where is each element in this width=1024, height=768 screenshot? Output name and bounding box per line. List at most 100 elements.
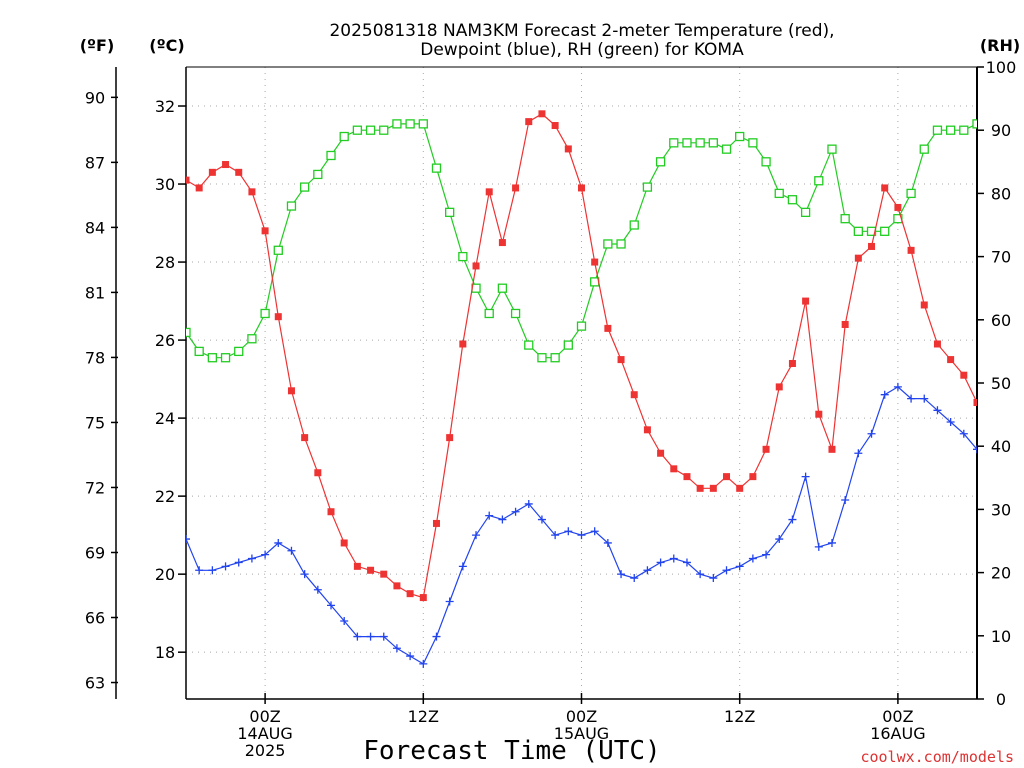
temperature-point: [208, 168, 216, 176]
rh-point: [286, 201, 297, 211]
temperature-point: [670, 465, 678, 473]
rh-tick-label: 30: [991, 500, 1011, 519]
temperature-point: [314, 469, 322, 477]
temperature-point: [578, 184, 585, 192]
rh-point: [194, 346, 204, 357]
rh-point: [853, 226, 863, 236]
rh-point: [445, 207, 455, 218]
dewpoint-point: [419, 659, 428, 668]
temperature-point: [406, 590, 414, 598]
dewpoint-point: [946, 418, 955, 427]
dewpoint-point: [762, 550, 771, 559]
temperature-point: [723, 473, 731, 481]
rh-point: [616, 239, 626, 249]
rh-point: [880, 226, 890, 236]
dewpoint-point: [814, 542, 823, 551]
rh-point: [405, 119, 415, 129]
rh-point: [906, 188, 916, 199]
temperature-point: [881, 184, 889, 192]
temperature-point: [868, 242, 876, 250]
temperature-point: [591, 258, 599, 266]
temperature-point: [630, 391, 638, 399]
temperature-point: [538, 110, 546, 118]
temperature-point: [446, 434, 454, 442]
temperature-point: [933, 340, 941, 348]
rh-point: [339, 131, 349, 142]
x-tick-label: 00Z: [566, 707, 597, 726]
temperature-point: [828, 445, 836, 453]
temperature-series: [186, 110, 977, 602]
rh-point: [431, 163, 442, 173]
rh-point: [959, 125, 969, 135]
temperature-point: [788, 359, 796, 367]
temperature-point: [604, 324, 612, 332]
temperature-point: [498, 239, 506, 247]
x-axis-title: Forecast Time (UTC): [363, 736, 660, 766]
fahrenheit-tick-label: 75: [85, 413, 105, 432]
rh-point: [299, 182, 310, 192]
dewpoint-point: [195, 566, 204, 575]
temperature-point: [696, 484, 704, 492]
rh-tick-label: 10: [991, 627, 1011, 646]
dewpoint-point: [186, 535, 190, 544]
temperature-point: [327, 508, 335, 516]
fahrenheit-tick-label: 81: [85, 283, 105, 302]
fahrenheit-tick-label: 66: [85, 609, 105, 628]
temperature-point: [235, 168, 243, 176]
rh-point: [313, 169, 323, 180]
dewpoint-point: [775, 535, 784, 544]
temperature-point: [960, 371, 968, 379]
rh-point: [365, 125, 376, 135]
temperature-point: [894, 203, 902, 211]
dewpoint-point: [920, 394, 929, 403]
rh-point: [563, 340, 573, 350]
dewpoint-point: [366, 632, 375, 641]
rh-point: [945, 125, 956, 135]
rh-point: [207, 353, 218, 363]
dewpoint-point: [247, 554, 256, 563]
x-tick-label: 16AUG: [870, 724, 925, 743]
rh-point: [642, 182, 653, 192]
dewpoint-point: [669, 554, 678, 563]
rh-point: [379, 125, 389, 135]
dewpoint-point: [234, 558, 243, 567]
celsius-tick-label: 20: [155, 565, 175, 584]
temperature-point: [617, 356, 625, 364]
temperature-point: [802, 297, 810, 305]
fahrenheit-unit-label: (ºF): [80, 36, 115, 55]
rh-point: [919, 144, 929, 154]
temperature-point: [472, 262, 480, 270]
temperature-point: [367, 566, 375, 574]
temperature-point: [186, 176, 190, 184]
rh-point: [972, 119, 977, 129]
temperature-point: [512, 184, 520, 192]
x-tick-label: 00Z: [882, 707, 913, 726]
fahrenheit-tick-label: 78: [85, 348, 105, 367]
temperature-point: [973, 399, 977, 407]
rh-point: [932, 125, 943, 135]
dewpoint-point: [537, 515, 546, 524]
temperature-point: [261, 227, 269, 235]
dewpoint-series: [186, 382, 977, 668]
rh-tick-label: 80: [991, 184, 1011, 203]
celsius-unit-label: (ºC): [149, 36, 184, 55]
rh-point: [550, 353, 560, 363]
celsius-tick-label: 30: [155, 175, 175, 194]
dewpoint-point: [208, 566, 217, 575]
temperature-point: [301, 434, 309, 442]
rh-series: [186, 119, 977, 363]
rh-point: [721, 144, 732, 154]
temperature-point: [920, 301, 928, 309]
rh-unit-label: (RH): [980, 36, 1020, 55]
chart-title-line-1: 2025081318 NAM3KM Forecast 2-meter Tempe…: [329, 21, 834, 41]
dewpoint-point: [973, 445, 977, 454]
dewpoint-point: [696, 570, 705, 579]
rh-point: [326, 150, 336, 161]
temperature-point: [274, 313, 282, 321]
rh-point: [392, 119, 402, 129]
dewpoint-point: [353, 632, 362, 641]
rh-point: [669, 138, 679, 148]
temperature-point: [762, 445, 770, 453]
rh-point: [497, 283, 508, 293]
dewpoint-point: [274, 538, 283, 547]
